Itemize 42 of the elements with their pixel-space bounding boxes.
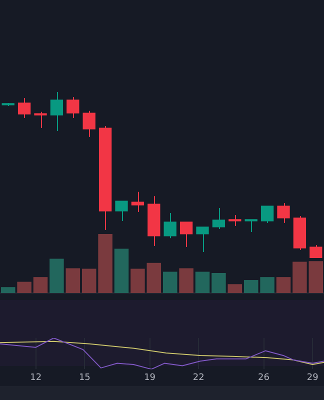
candlestick: [50, 92, 64, 132]
bar: [146, 262, 162, 293]
bar: [292, 262, 307, 293]
candlestick: [115, 200, 128, 222]
candlestick: [18, 97, 31, 119]
bar: [17, 282, 32, 293]
candlestick: [310, 244, 322, 258]
bar: [50, 258, 64, 293]
candlestick: [82, 110, 96, 138]
candlestick: [277, 202, 290, 224]
bar: [98, 234, 112, 293]
x-tick-label: 19: [144, 372, 156, 383]
bar: [82, 268, 96, 293]
bar: [114, 248, 129, 293]
candlestick: [164, 212, 176, 239]
bar: [195, 272, 210, 293]
candlestick: [260, 206, 274, 224]
x-tick-label: 12: [30, 372, 42, 383]
x-tick-label: 29: [306, 372, 319, 383]
bar: [228, 284, 242, 293]
candlestick: [34, 111, 47, 129]
candlestick: [244, 219, 258, 232]
x-tick-label: 15: [78, 372, 90, 383]
bar: [0, 287, 16, 293]
bar: [276, 277, 291, 293]
candlestick: [66, 96, 80, 119]
bar: [130, 268, 145, 293]
candlestick: [180, 221, 193, 248]
bar: [162, 272, 178, 293]
candlestick: [228, 214, 242, 226]
bar: [33, 277, 48, 293]
x-tick-label: 22: [192, 372, 204, 383]
candlestick: [212, 208, 226, 230]
bar: [308, 261, 324, 293]
x-tick-label: 26: [258, 372, 270, 383]
bar: [179, 268, 194, 293]
bar: [260, 277, 274, 293]
bar: [66, 268, 80, 293]
candlestick: [131, 191, 144, 213]
bar: [244, 280, 258, 293]
bar: [212, 272, 226, 293]
candlestick: [196, 226, 209, 253]
